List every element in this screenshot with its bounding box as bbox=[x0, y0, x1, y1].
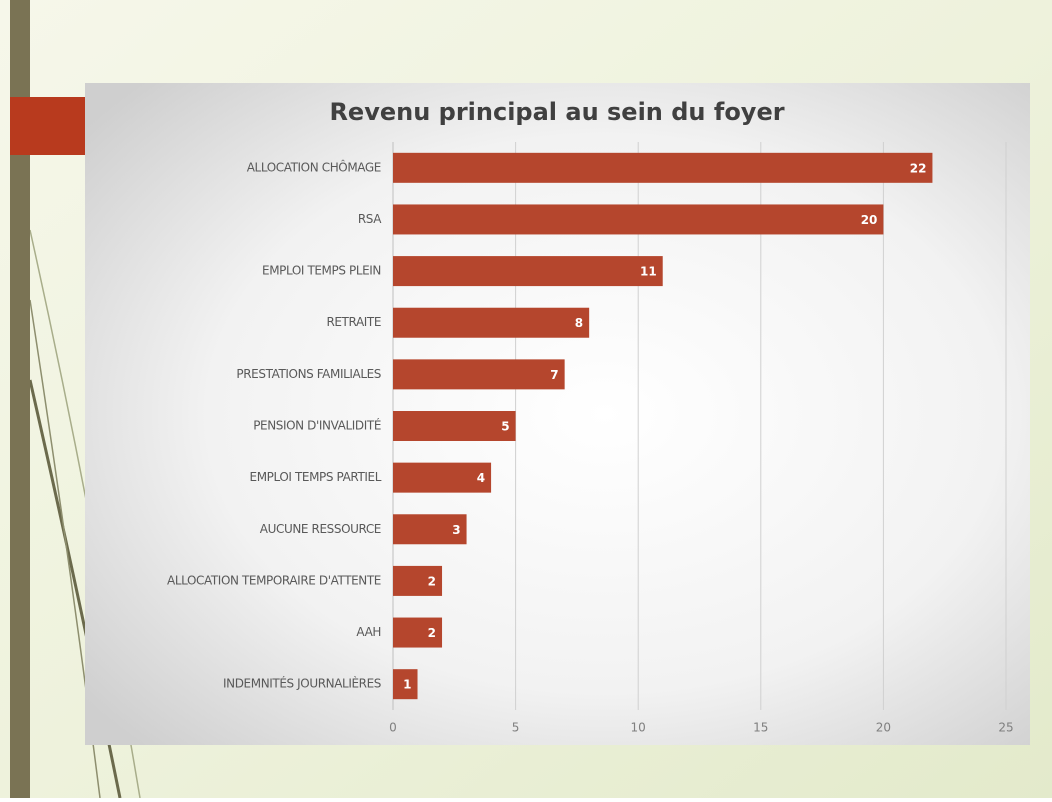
bar bbox=[393, 359, 565, 390]
y-tick-label: EMPLOI TEMPS PARTIEL bbox=[250, 470, 382, 484]
y-tick-label: RSA bbox=[358, 212, 382, 226]
chart-title: Revenu principal au sein du foyer bbox=[329, 98, 784, 126]
data-label: 11 bbox=[640, 265, 657, 279]
x-tick-label: 0 bbox=[389, 721, 397, 735]
bar bbox=[393, 514, 467, 545]
x-tick-label: 10 bbox=[631, 721, 646, 735]
data-label: 4 bbox=[477, 471, 485, 485]
bar bbox=[393, 256, 663, 287]
data-label: 3 bbox=[452, 523, 460, 537]
bar bbox=[393, 669, 418, 700]
bar bbox=[393, 462, 492, 493]
data-label: 1 bbox=[403, 678, 411, 692]
bar bbox=[393, 565, 443, 596]
y-tick-label: ALLOCATION TEMPORAIRE D'ATTENTE bbox=[167, 573, 381, 587]
chart-panel bbox=[85, 83, 1030, 745]
bar bbox=[393, 152, 933, 183]
x-tick-label: 20 bbox=[876, 721, 891, 735]
y-tick-label: PENSION D'INVALIDITÉ bbox=[253, 418, 381, 433]
bar bbox=[393, 204, 884, 235]
y-tick-label: ALLOCATION CHÔMAGE bbox=[247, 159, 381, 174]
accent-block bbox=[10, 97, 86, 155]
data-label: 7 bbox=[550, 368, 558, 382]
x-tick-label: 15 bbox=[753, 721, 768, 735]
y-tick-label: EMPLOI TEMPS PLEIN bbox=[262, 264, 381, 278]
data-label: 5 bbox=[501, 420, 509, 434]
x-tick-label: 25 bbox=[998, 721, 1013, 735]
bar bbox=[393, 411, 516, 441]
bar bbox=[393, 617, 443, 648]
y-tick-label: AUCUNE RESSOURCE bbox=[260, 522, 381, 536]
data-label: 22 bbox=[910, 161, 927, 175]
y-tick-label: PRESTATIONS FAMILIALES bbox=[236, 367, 381, 381]
data-label: 8 bbox=[575, 316, 583, 330]
y-tick-label: RETRAITE bbox=[326, 315, 381, 329]
x-tick-label: 5 bbox=[512, 721, 520, 735]
y-tick-label: INDEMNITÉS JOURNALIÈRES bbox=[223, 676, 381, 691]
data-label: 20 bbox=[861, 213, 878, 227]
y-tick-label: AAH bbox=[356, 625, 381, 639]
data-label: 2 bbox=[428, 626, 436, 640]
data-label: 2 bbox=[428, 574, 436, 588]
side-bar bbox=[10, 0, 30, 798]
bar bbox=[393, 307, 590, 338]
